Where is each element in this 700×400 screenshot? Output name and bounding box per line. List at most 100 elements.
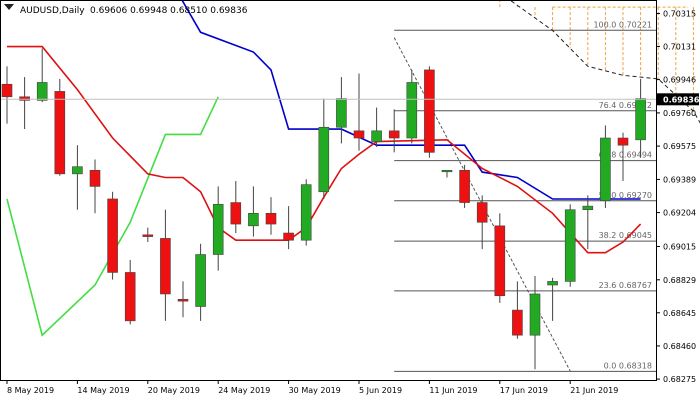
price-tick-label: 0.68460 — [663, 342, 696, 351]
candle[interactable] — [36, 48, 48, 103]
candle-body — [529, 293, 541, 336]
candle[interactable] — [107, 191, 118, 280]
candle-body — [388, 130, 400, 139]
candle[interactable] — [494, 213, 506, 303]
candle-body — [124, 272, 136, 322]
candle-body — [300, 184, 312, 241]
price-tick-label: 0.68275 — [663, 375, 696, 384]
price-tick-label: 0.69946 — [663, 76, 696, 85]
candle[interactable] — [283, 206, 294, 250]
candle-body — [459, 169, 470, 203]
candle[interactable] — [248, 186, 259, 237]
candle-body — [230, 202, 242, 225]
candle[interactable] — [441, 169, 453, 178]
fib-level-label: 76.4 0.69772 — [599, 101, 652, 110]
candle[interactable] — [476, 195, 488, 250]
candle[interactable] — [160, 209, 171, 321]
candle-body — [547, 281, 558, 286]
time-tick-label: 11 Jun 2019 — [429, 386, 477, 395]
symbol-dropdown-triangle-icon[interactable] — [4, 4, 14, 10]
candle[interactable] — [142, 227, 154, 242]
price-tick-label: 0.69575 — [663, 142, 696, 151]
time-tick-label: 5 Jun 2019 — [359, 386, 402, 395]
plot-area[interactable]: 100.0 0.70221 76.4 0.69772 61.8 0.69494 50.… — [0, 0, 700, 372]
fib-level-label: 38.2 0.69045 — [599, 231, 652, 240]
candle-body — [617, 137, 629, 146]
time-tick-label: 20 May 2019 — [148, 386, 200, 395]
candle[interactable] — [89, 159, 101, 214]
candle[interactable] — [265, 197, 277, 235]
candle-body — [177, 299, 189, 302]
candle-body — [283, 232, 294, 241]
candle[interactable] — [371, 107, 382, 147]
candle-body — [54, 91, 66, 175]
current-price-marker — [657, 93, 699, 106]
candle[interactable] — [512, 281, 523, 339]
candle[interactable] — [564, 204, 576, 287]
candle[interactable] — [547, 277, 558, 321]
senkou-span-line — [509, 0, 700, 124]
candle[interactable] — [1, 66, 13, 124]
candle-body — [195, 254, 206, 307]
candle[interactable] — [529, 276, 541, 370]
candles — [1, 48, 646, 370]
price-tick-label: 0.68829 — [663, 276, 696, 285]
candle[interactable] — [336, 77, 347, 144]
candle-body — [582, 205, 594, 211]
candle[interactable] — [406, 69, 418, 144]
candle[interactable] — [353, 73, 365, 151]
candle-body — [371, 130, 382, 142]
candle-body — [406, 82, 418, 139]
candle[interactable] — [318, 98, 330, 199]
fib-level-label: 61.8 0.69494 — [599, 151, 652, 160]
price-tick-label: 0.69760 — [663, 109, 696, 118]
time-tick-label: 14 May 2019 — [77, 386, 129, 395]
candle-body — [441, 169, 453, 173]
candle[interactable] — [177, 281, 189, 318]
price-tick-label: 0.69204 — [663, 209, 696, 218]
time-tick-label: 24 May 2019 — [218, 386, 270, 395]
fibonacci-retracement[interactable]: 100.0 0.70221 76.4 0.69772 61.8 0.69494 50.… — [394, 20, 656, 372]
candle-body — [476, 202, 488, 223]
time-tick-label: 21 Jun 2019 — [570, 386, 618, 395]
tenkan-sen-line — [7, 45, 642, 254]
candle[interactable] — [54, 78, 66, 176]
candle-body — [142, 234, 154, 237]
price-tick-label: 0.70315 — [663, 9, 696, 18]
candle-body — [265, 213, 277, 225]
candle[interactable] — [72, 145, 83, 210]
time-tick-label: 8 May 2019 — [7, 386, 54, 395]
candle[interactable] — [388, 109, 400, 153]
candle[interactable] — [635, 78, 646, 158]
candle[interactable] — [300, 179, 312, 246]
candle[interactable] — [600, 125, 611, 208]
candle[interactable] — [19, 77, 30, 130]
candle-body — [212, 204, 224, 255]
trend-line[interactable] — [393, 37, 571, 372]
candle-body — [318, 126, 330, 193]
candle[interactable] — [195, 243, 206, 321]
candle-body — [36, 82, 48, 101]
candle[interactable] — [459, 164, 470, 208]
candle-body — [1, 83, 13, 98]
fib-level-label: 100.0 0.70221 — [593, 20, 652, 29]
candle-body — [424, 69, 435, 153]
candle[interactable] — [617, 132, 629, 182]
candle-body — [336, 98, 347, 128]
candle[interactable] — [124, 259, 136, 325]
candle-body — [600, 137, 611, 202]
candle-body — [494, 225, 506, 297]
candle-body — [89, 169, 101, 187]
candle[interactable] — [582, 195, 594, 250]
price-tick-label: 0.70131 — [663, 42, 696, 51]
price-tick-label: 0.69015 — [663, 242, 696, 251]
candle-body — [107, 198, 118, 273]
price-axis[interactable]: 0.70315 0.70131 0.69946 0.69760 0.69575 0.693… — [656, 0, 700, 384]
candle[interactable] — [230, 181, 242, 234]
time-tick-label: 17 Jun 2019 — [500, 386, 548, 395]
candle[interactable] — [212, 186, 224, 271]
time-axis[interactable]: 8 May 2019 14 May 2019 20 May 2019 24 May 2… — [0, 380, 656, 395]
candle[interactable] — [424, 66, 435, 158]
